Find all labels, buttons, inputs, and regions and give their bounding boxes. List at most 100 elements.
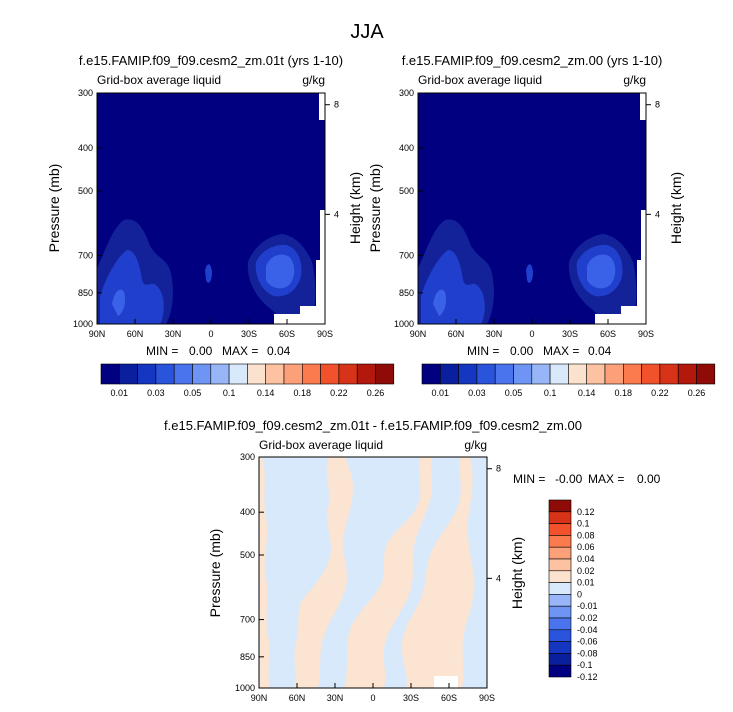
panel-c-min-value: -0.00 — [555, 472, 583, 486]
panel-b: f.e15.FAMIP.f09_f09.cesm2_zm.00 (yrs 1-1… — [367, 53, 716, 398]
panel-b-ytick-label: 300 — [399, 88, 414, 98]
panel-c-minmax: MIN = -0.00 MAX = 0.00 — [513, 472, 661, 486]
panel-c-colorbar-label: 0.01 — [577, 578, 595, 588]
panel-b-xtick-label: 90N — [410, 329, 427, 339]
panel-c-ytick-label: 500 — [240, 550, 255, 560]
panel-b-axes: 90N 60N 30N 0 30S 60S 90S 300 400 500 700 850 1000 8 4 — [394, 88, 660, 339]
panel-b-colorbar-box — [641, 363, 661, 385]
panel-b-colorbar: 0.01 0.03 0.05 0.1 0.14 0.18 0.22 0.26 — [421, 363, 716, 398]
panel-b-ytick-label: 1000 — [394, 319, 414, 329]
panel-b-y2label: Height (km) — [668, 172, 684, 244]
panel-a-colorbar-label: 0.03 — [147, 388, 165, 398]
panel-c-ytick-label: 400 — [240, 507, 255, 517]
panel-c-title: f.e15.FAMIP.f09_f09.cesm2_zm.01t - f.e15… — [164, 418, 582, 433]
panel-c-colorbar-box — [548, 546, 572, 560]
panel-c-colorbar-label: -0.12 — [577, 672, 598, 682]
panel-c-colorbar-label: -0.06 — [577, 637, 598, 647]
panel-b-contour-high-south — [587, 254, 616, 289]
panel-a-min-value: 0.00 — [189, 344, 213, 358]
panel-b-units: g/kg — [623, 73, 646, 87]
panel-a-colorbar-box — [283, 363, 303, 385]
panel-a-ytick-label: 850 — [78, 288, 93, 298]
panel-a-contour-high-south — [266, 254, 295, 289]
panel-c-negative-region-edge — [462, 457, 487, 688]
panel-a-colorbar-box — [155, 363, 175, 385]
panel-c-colorbar: 0.12 0.10.08 0.06 0.04 0.02 0.010 -0.01 -0.02 -0… — [548, 499, 598, 682]
panel-c-left-label: Grid-box average liquid — [259, 438, 383, 452]
panel-b-colorbar-label: 0.18 — [615, 388, 633, 398]
panel-b-colorbar-box — [677, 363, 697, 385]
panel-b-missing-surface — [595, 210, 646, 324]
panel-c-colorbar-box — [548, 664, 572, 678]
panel-c-colorbar-box — [548, 605, 572, 619]
panel-a-contours — [97, 93, 325, 324]
panel-a-xtick-label: 30N — [165, 329, 182, 339]
panel-b-colorbar-box — [531, 363, 551, 385]
panel-c: f.e15.FAMIP.f09_f09.cesm2_zm.01t - f.e15… — [164, 418, 661, 703]
panel-c-negative-region-central — [318, 457, 421, 688]
panel-c-colorbar-label: -0.1 — [577, 660, 593, 670]
panel-a-colorbar-box — [356, 363, 376, 385]
panel-a-colorbar-box — [320, 363, 340, 385]
panel-b-missing-top — [640, 93, 646, 120]
panel-a-colorbar-box — [265, 363, 285, 385]
panel-c-xtick-label: 60N — [289, 693, 306, 703]
panel-c-ytick-label: 700 — [240, 615, 255, 625]
panel-c-axes: 90N 60N 30N 0 30S 60S 90S 300 400 500 700 850 1000 8 4 — [235, 452, 501, 703]
panel-b-y2tick-label: 4 — [655, 209, 660, 219]
panel-a-y2tick-label: 8 — [334, 100, 339, 110]
panel-a-xtick-label: 90N — [89, 329, 106, 339]
panel-c-colorbar-box — [548, 582, 572, 595]
panel-a-colorbar-box — [375, 363, 395, 385]
panel-b-colorbar-box — [439, 363, 459, 385]
panel-a-colorbar-label: 0.1 — [223, 388, 236, 398]
panel-b-xtick-label: 0 — [529, 329, 534, 339]
panel-b-max-label: MAX = — [543, 344, 579, 358]
panel-a-colorbar-box — [100, 363, 120, 385]
panel-a-colorbar-box — [192, 363, 212, 385]
panel-c-colorbar-label: 0.08 — [577, 530, 595, 540]
panel-a-colorbar-label: 0.05 — [184, 388, 202, 398]
panel-b-colorbar-box — [421, 363, 441, 385]
panel-a-xtick-label: 60N — [127, 329, 144, 339]
panel-c-ylabel: Pressure (mb) — [207, 529, 223, 618]
panel-c-xtick-label: 90N — [251, 693, 268, 703]
panel-b-colorbar-box — [568, 363, 588, 385]
panel-a-ytick-label: 1000 — [73, 319, 93, 329]
panel-c-contours — [259, 457, 487, 688]
panel-a-missing-top — [319, 93, 325, 120]
panel-a-colorbar-box — [301, 363, 321, 385]
panel-c-y2tick-label: 4 — [496, 573, 501, 583]
panel-b-colorbar-box — [586, 363, 606, 385]
panel-a-ytick-label: 300 — [78, 88, 93, 98]
panel-b-colorbar-box — [549, 363, 569, 385]
panel-c-colorbar-label: 0.04 — [577, 554, 595, 564]
panel-b-contour-high — [433, 289, 447, 316]
panel-c-colorbar-box — [548, 594, 572, 607]
panel-b-min-label: MIN = — [467, 344, 499, 358]
panel-c-colorbar-box — [548, 653, 572, 666]
panel-c-y2label: Height (km) — [509, 537, 525, 609]
panel-b-ylabel: Pressure (mb) — [367, 164, 383, 253]
figure-title: JJA — [350, 21, 384, 43]
panel-c-negative-region-south — [383, 457, 461, 688]
panel-c-colorbar-box — [548, 511, 572, 524]
panel-c-colorbar-label: 0.06 — [577, 542, 595, 552]
panel-a-contour-equator — [205, 264, 212, 283]
panel-a-max-value: 0.04 — [267, 344, 291, 358]
panel-a-colorbar-label: 0.22 — [330, 388, 348, 398]
panel-c-min-label: MIN = — [513, 472, 545, 486]
panel-a-colorbar: 0.01 0.03 0.05 0.1 0.14 0.18 0.22 0.26 — [100, 363, 395, 398]
panel-b-colorbar-box — [458, 363, 478, 385]
panel-c-missing-surface — [434, 676, 458, 688]
panel-b-xtick-label: 90S — [638, 329, 654, 339]
panel-b-ytick-label: 500 — [399, 186, 414, 196]
panel-b-xtick-label: 30N — [486, 329, 503, 339]
panel-b-ytick-label: 700 — [399, 251, 414, 261]
panel-b-colorbar-box — [476, 363, 496, 385]
panel-c-ytick-label: 300 — [240, 452, 255, 462]
panel-b-contours — [418, 93, 646, 324]
panel-b-colorbar-box — [513, 363, 533, 385]
panel-a-xtick-label: 0 — [208, 329, 213, 339]
